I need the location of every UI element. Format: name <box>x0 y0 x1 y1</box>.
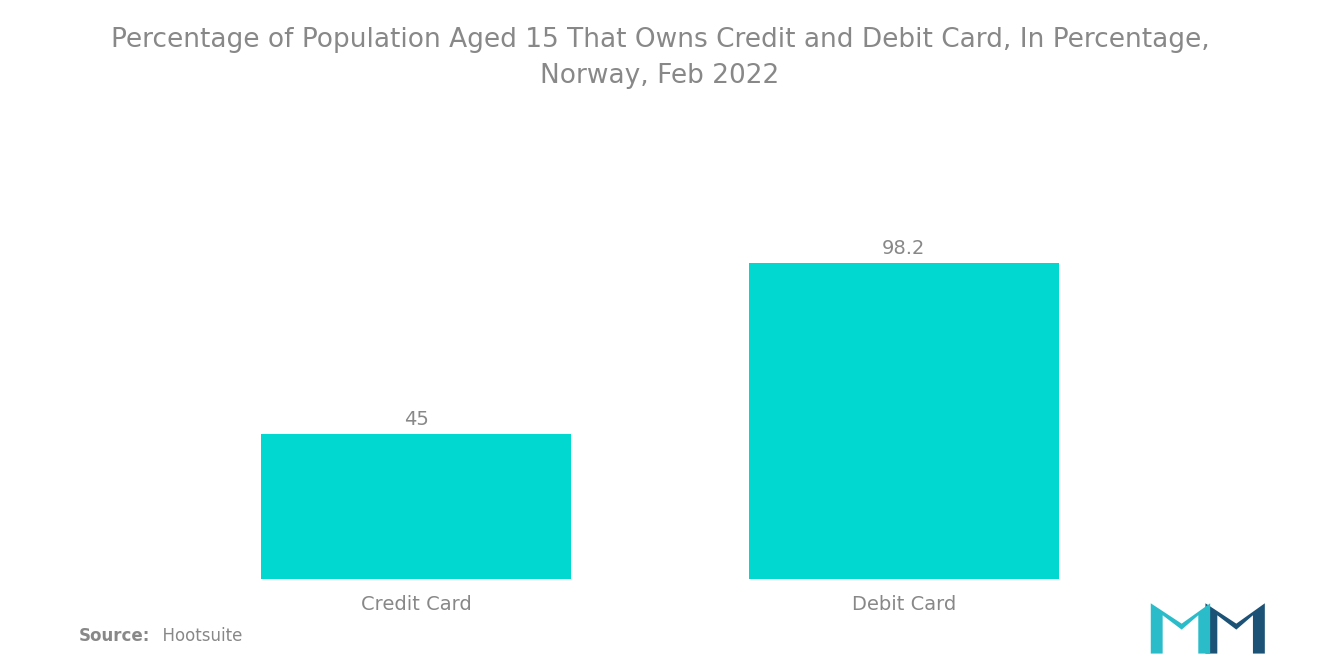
Text: Source:: Source: <box>79 627 150 645</box>
Text: 98.2: 98.2 <box>882 239 925 258</box>
Text: Hootsuite: Hootsuite <box>152 627 242 645</box>
Bar <box>748 263 1059 579</box>
Bar <box>261 434 572 579</box>
Text: Percentage of Population Aged 15 That Owns Credit and Debit Card, In Percentage,: Percentage of Population Aged 15 That Ow… <box>111 27 1209 88</box>
Text: 45: 45 <box>404 410 429 429</box>
